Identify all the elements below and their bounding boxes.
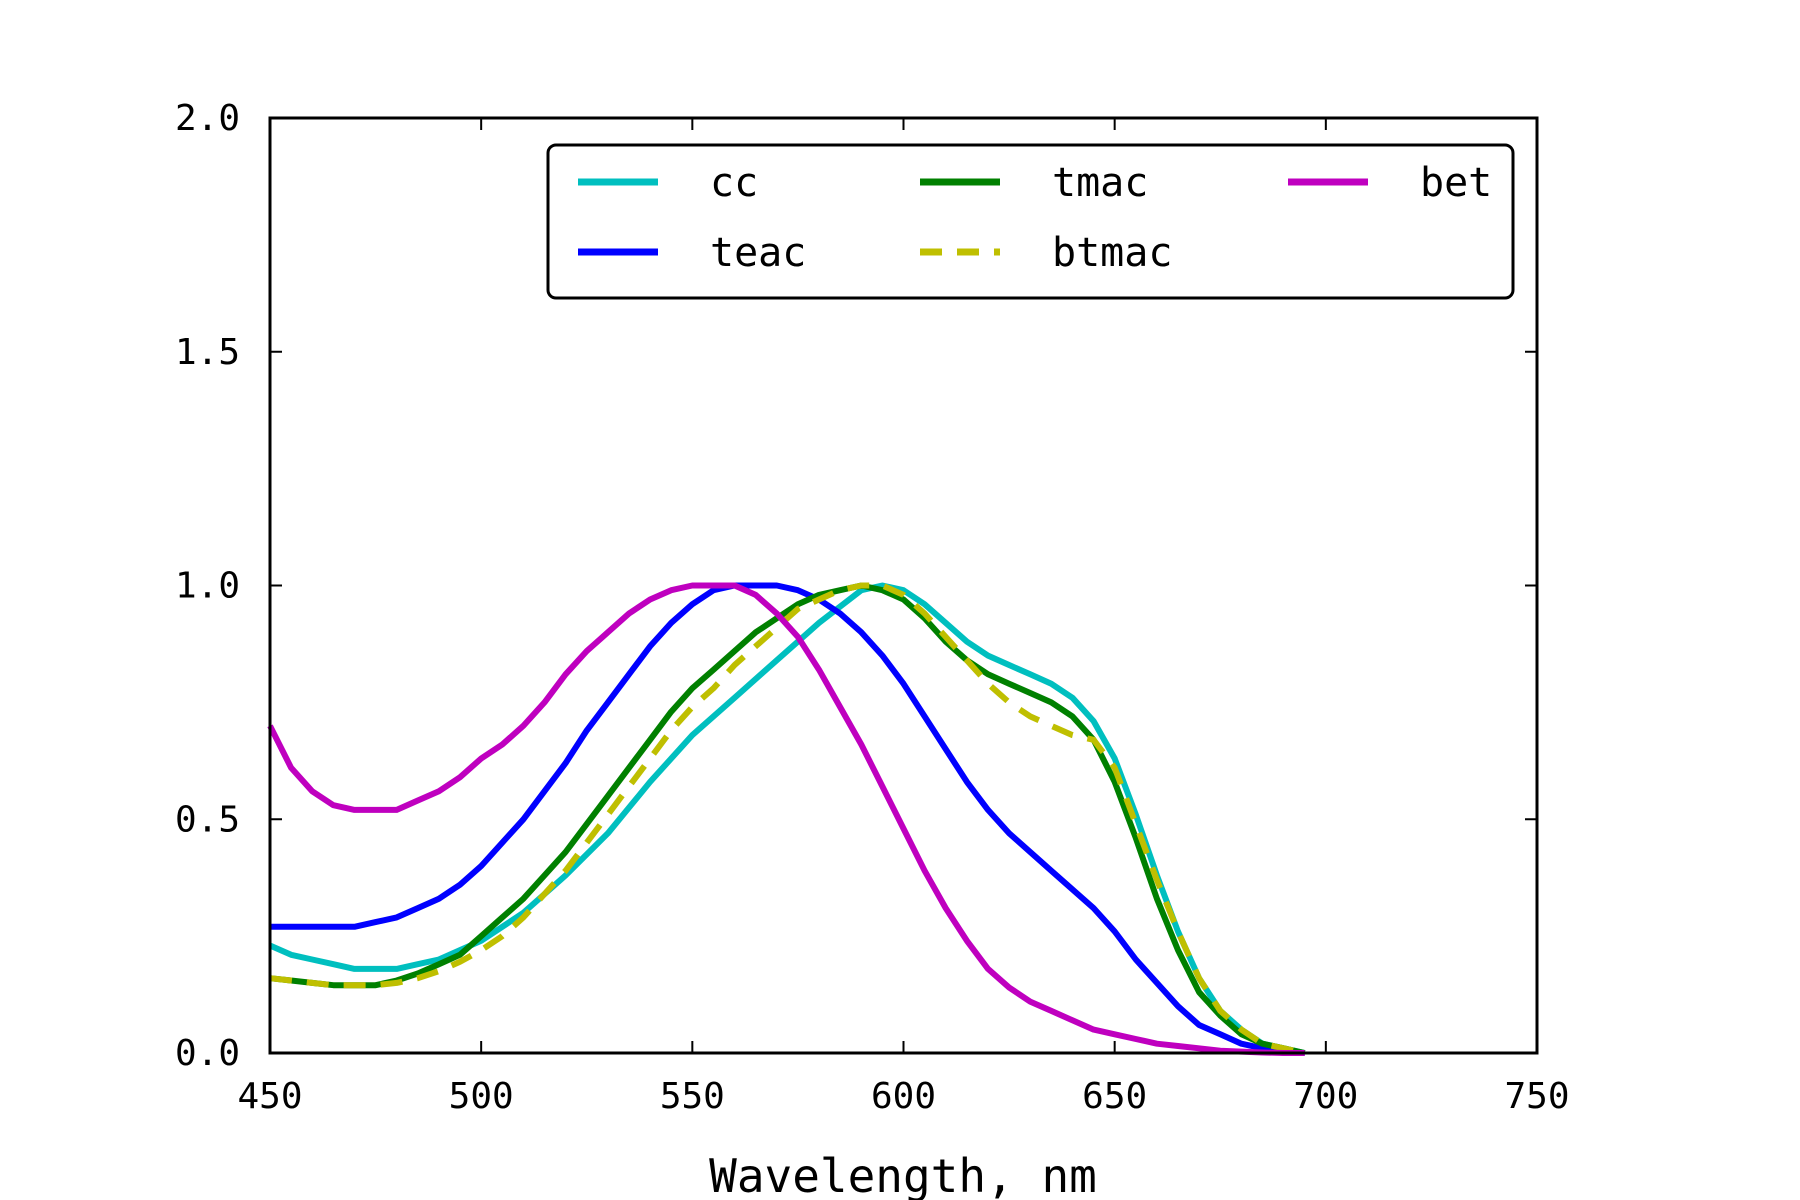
- x-axis-title: Wavelength, nm: [709, 1149, 1097, 1200]
- legend-label-btmac: btmac: [1052, 230, 1172, 276]
- legend: cc teac tmac btmac bet: [546, 143, 1515, 300]
- y-tick-label: 1.5: [175, 332, 240, 373]
- series-line-bet: [267, 582, 1305, 1056]
- y-tick-label: 0.5: [175, 799, 240, 840]
- y-tick-label: 2.0: [175, 98, 240, 139]
- x-tick-label: 600: [871, 1076, 936, 1117]
- x-tick-label: 750: [1504, 1076, 1569, 1117]
- series-line-teac: [270, 582, 1305, 1056]
- y-tick-label: 0.0: [175, 1033, 240, 1074]
- legend-box: [546, 143, 1515, 300]
- x-tick-label: 550: [660, 1076, 725, 1117]
- y-tick-label: 1.0: [175, 566, 240, 607]
- x-tick-label: 450: [237, 1076, 302, 1117]
- x-tick-label: 700: [1293, 1076, 1358, 1117]
- ticks-layer: 450 500 550 600 650 700 750 0.0 0.5 1.0 1.5 2.0: [175, 98, 1570, 1117]
- series-line-btmac: [269, 582, 1306, 1056]
- series-line-tmac: [269, 582, 1306, 1056]
- series-line-cc: [268, 582, 1306, 1056]
- x-tick-label: 650: [1082, 1076, 1147, 1117]
- series-layer: [267, 582, 1306, 1056]
- legend-label-tmac: tmac: [1052, 160, 1148, 206]
- x-tick-label: 500: [449, 1076, 514, 1117]
- legend-label-teac: teac: [710, 230, 806, 276]
- legend-label-bet: bet: [1420, 160, 1492, 206]
- legend-label-cc: cc: [710, 160, 758, 206]
